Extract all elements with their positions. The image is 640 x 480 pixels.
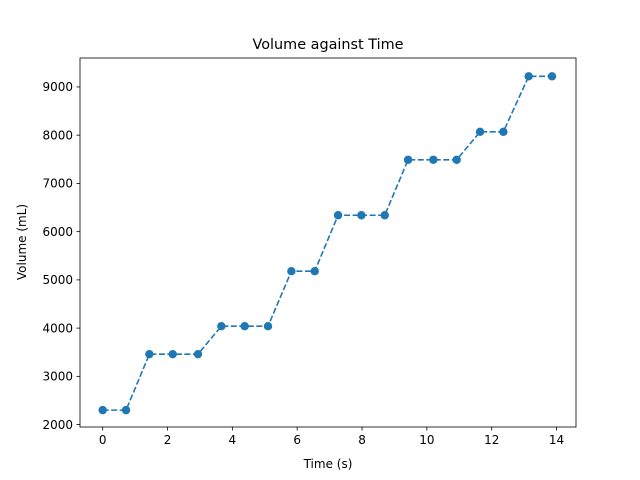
data-point: [475, 127, 485, 136]
y-tick-label: 8000: [42, 128, 73, 142]
x-tick-label: 0: [99, 433, 107, 447]
x-tick-label: 12: [484, 433, 499, 447]
data-point: [287, 267, 296, 276]
y-tick-label: 6000: [42, 225, 73, 239]
data-point: [98, 405, 107, 415]
data-point: [403, 155, 413, 164]
x-tick-label: 10: [419, 433, 434, 447]
data-point: [524, 72, 533, 81]
y-tick-label: 9000: [42, 80, 73, 94]
data-point: [145, 349, 154, 359]
data-point: [429, 155, 438, 164]
chart-title: Volume against Time: [253, 37, 404, 53]
data-point: [168, 349, 177, 359]
data-point: [240, 321, 249, 331]
y-tick-label: 5000: [42, 273, 73, 287]
data-point: [357, 211, 366, 220]
y-axis-label: Volume (mL): [15, 204, 29, 280]
data-point: [380, 211, 389, 220]
y-tick-label: 2000: [42, 418, 73, 432]
x-tick-label: 4: [229, 433, 237, 447]
x-tick-label: 14: [549, 433, 564, 447]
data-point: [333, 211, 343, 220]
data-point: [263, 321, 273, 331]
data-point: [193, 349, 203, 359]
y-tick-label: 7000: [42, 177, 73, 191]
data-point: [452, 155, 461, 164]
x-axis-label: Time (s): [303, 457, 353, 471]
data-point: [121, 405, 131, 415]
y-tick-label: 4000: [42, 321, 73, 335]
plot-frame: [79, 57, 577, 428]
axis-ticks: 0 2 4 6 8 10 12 14 2000 3000 4000 5000 6000 7000 8000 9…: [42, 80, 564, 447]
data-point: [217, 321, 226, 331]
series-line: [102, 75, 553, 411]
series-layer: [98, 72, 557, 415]
x-tick-label: 2: [164, 433, 172, 447]
x-tick-label: 6: [293, 433, 301, 447]
data-point: [499, 127, 508, 136]
x-tick-label: 8: [358, 433, 366, 447]
data-point: [547, 72, 557, 81]
data-point: [310, 267, 319, 276]
y-tick-label: 3000: [42, 370, 73, 384]
